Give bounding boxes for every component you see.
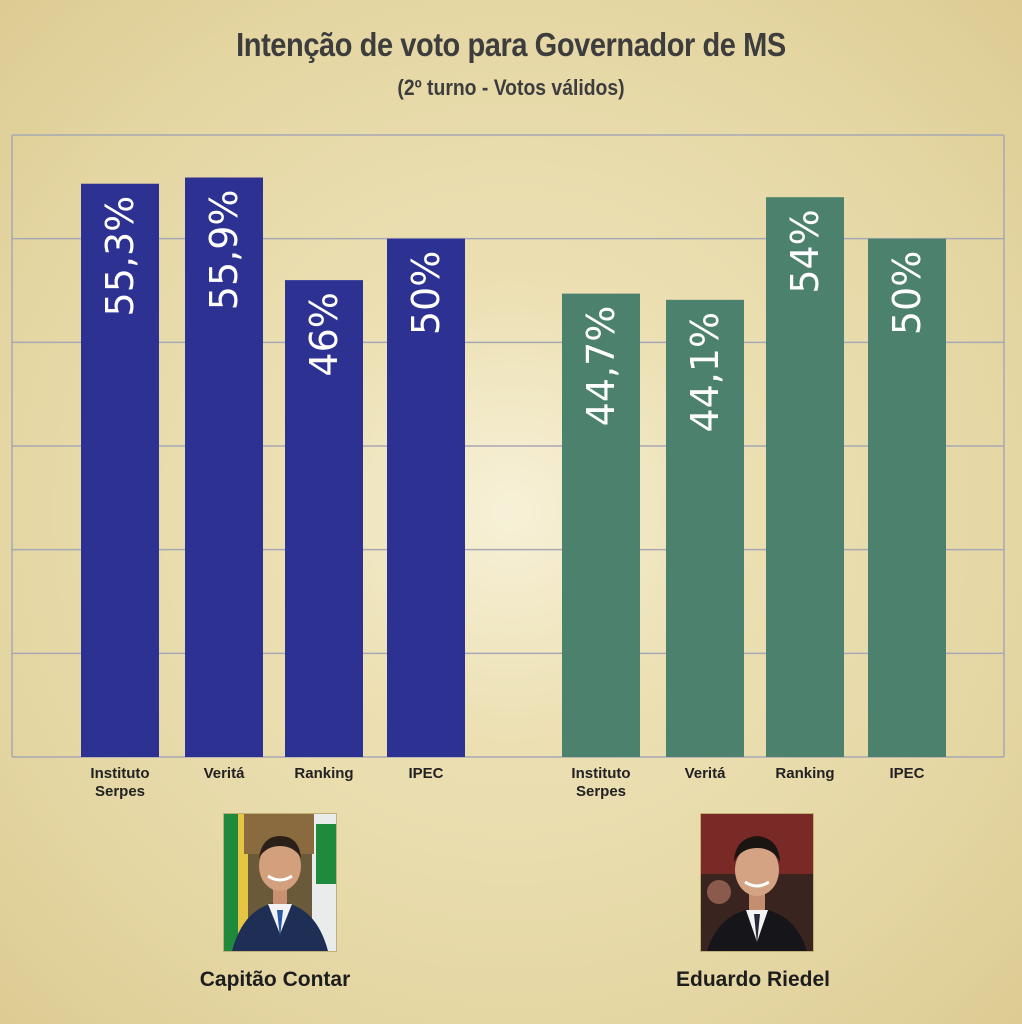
chart-grid <box>11 134 1005 758</box>
bar <box>766 197 844 757</box>
candidate-photo-capitao-contar <box>223 813 337 952</box>
candidate-name-1: Capitão Contar <box>199 968 351 991</box>
category-label: Serpes <box>95 783 145 800</box>
category-label: IPEC <box>408 765 443 782</box>
category-label: Instituto <box>90 765 149 782</box>
bar <box>868 238 946 757</box>
chart-title: Intenção de voto para Governador de MS <box>236 26 786 63</box>
bar <box>562 293 640 757</box>
bar-value-label: 46% <box>302 292 346 376</box>
bar-value-label: 54% <box>783 209 827 293</box>
bar <box>666 299 744 757</box>
bar-value-label: 44,1% <box>683 312 727 433</box>
bar-value-label: 55,9% <box>202 190 246 311</box>
category-label: Instituto <box>571 765 630 782</box>
category-label: Ranking <box>775 765 834 782</box>
bar-value-label: 44,7% <box>579 306 623 427</box>
candidate-name-2: Eduardo Riedel <box>675 968 831 991</box>
chart-subtitle: (2º turno - Votos válidos) <box>397 75 625 100</box>
bar <box>387 238 465 757</box>
category-label: IPEC <box>889 765 924 782</box>
category-label: Serpes <box>576 783 626 800</box>
bar-value-label: 50% <box>885 251 929 335</box>
category-label: Ranking <box>294 765 353 782</box>
bar <box>185 177 263 758</box>
bar-value-label: 50% <box>404 251 448 335</box>
bar <box>285 280 363 757</box>
candidate-photo-eduardo-riedel <box>700 813 814 952</box>
bar <box>81 183 159 757</box>
chart-bars: 55,3% 55,9% 46% 50% 44,7% 44,1% 54% 50% <box>81 177 946 758</box>
bar-value-label: 55,3% <box>98 196 142 317</box>
category-label: Veritá <box>685 765 727 782</box>
category-label: Veritá <box>204 765 246 782</box>
